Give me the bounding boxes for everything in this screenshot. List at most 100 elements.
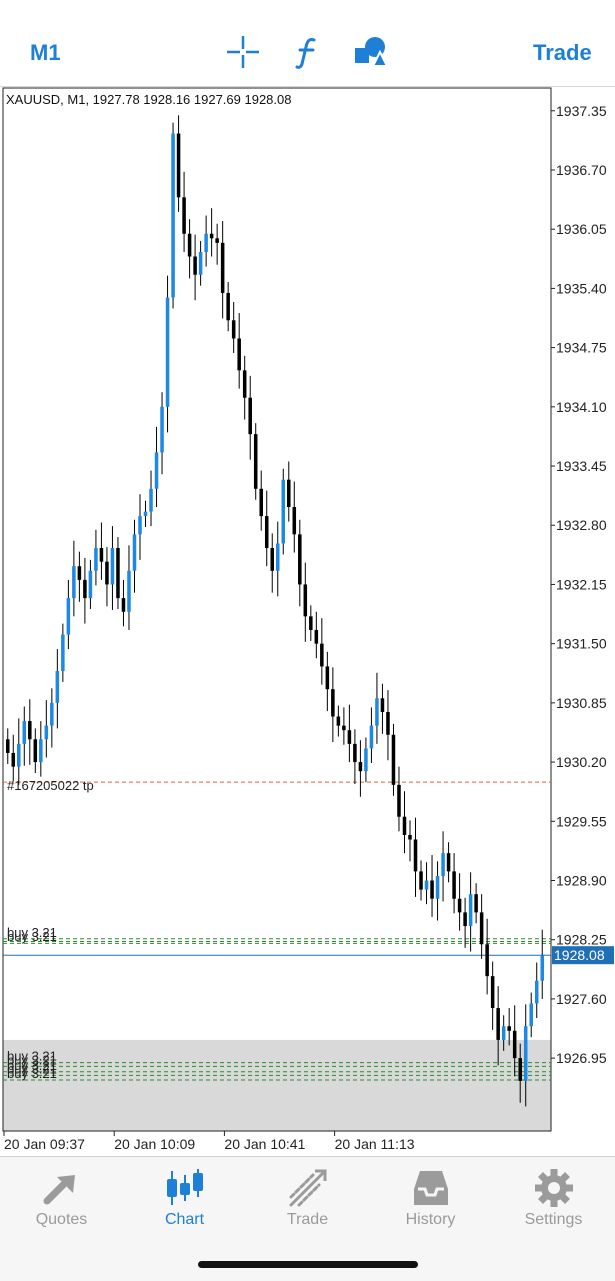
buy-label: buy 3.21	[7, 929, 57, 944]
candle	[468, 872, 473, 952]
candle-body	[485, 944, 489, 977]
candle	[364, 737, 368, 783]
crosshair-icon[interactable]	[225, 34, 261, 70]
candle	[303, 562, 308, 642]
candle	[61, 623, 65, 682]
candle	[143, 500, 148, 528]
home-indicator	[198, 1261, 418, 1268]
shaded-zone	[3, 1039, 551, 1131]
chart-area[interactable]: 1937.35 1936.70 1936.05 1935.40 1934.75 1934.…	[0, 86, 615, 1154]
candle-body	[154, 452, 159, 489]
candle	[380, 683, 385, 734]
candle-body	[336, 716, 341, 726]
candle	[226, 282, 230, 332]
candle	[534, 962, 539, 1019]
candle-body	[353, 743, 357, 763]
candle	[353, 729, 357, 784]
candle	[336, 705, 341, 737]
candle	[160, 392, 164, 475]
price-label: 1931.50	[556, 636, 607, 652]
candle	[292, 481, 297, 553]
candle	[275, 521, 280, 597]
candle-body	[77, 566, 82, 580]
candle	[237, 312, 241, 389]
price-label: 1934.10	[556, 399, 607, 415]
tab-quotes[interactable]: Quotes	[0, 1157, 123, 1247]
tab-label: Chart	[164, 1211, 205, 1228]
candle	[171, 122, 175, 309]
timeframe-button[interactable]: M1	[30, 40, 61, 65]
function-icon[interactable]	[290, 34, 326, 70]
price-label: 1930.20	[556, 754, 607, 770]
candle	[391, 723, 396, 796]
candlestick-chart[interactable]: 1937.35 1936.70 1936.05 1935.40 1934.75 1934.…	[0, 86, 615, 1154]
price-label: 1933.45	[556, 458, 607, 474]
candle-body	[512, 1030, 517, 1059]
candle-body	[231, 320, 236, 339]
candle	[50, 688, 54, 748]
candle-body	[204, 233, 208, 252]
candle-body	[397, 784, 401, 817]
candle	[105, 547, 109, 607]
candle-body	[270, 548, 275, 571]
candle-body	[198, 251, 203, 275]
candle	[28, 699, 32, 765]
candle	[253, 423, 258, 500]
candle-body	[44, 725, 49, 740]
candle-body	[66, 598, 71, 635]
candle-body	[364, 748, 368, 772]
objects-icon[interactable]	[353, 34, 389, 70]
candle	[369, 707, 374, 763]
buy-label: buy 3.21	[7, 1061, 57, 1076]
tab-trade[interactable]: Trade	[246, 1157, 369, 1247]
candle-body	[490, 976, 495, 1009]
candle	[386, 690, 390, 761]
candle-body	[419, 871, 423, 890]
price-label: 1937.35	[556, 103, 607, 119]
candle	[72, 540, 76, 617]
price-label: 1932.80	[556, 517, 607, 533]
price-label: 1927.60	[556, 991, 607, 1007]
candle-body	[452, 871, 456, 899]
candle-body	[501, 1026, 506, 1040]
candle	[298, 519, 302, 607]
candle	[132, 519, 137, 593]
candle	[446, 842, 451, 883]
candle-body	[507, 1026, 511, 1031]
candle-body	[28, 721, 32, 740]
candle-body	[264, 516, 269, 549]
candle-body	[55, 670, 60, 703]
candle-body	[292, 507, 297, 535]
candle-body	[413, 839, 418, 872]
price-label: 1928.90	[556, 872, 607, 888]
candle	[127, 545, 131, 630]
candle	[485, 918, 489, 995]
candle	[33, 728, 38, 774]
candle-body	[298, 534, 302, 585]
candle	[44, 700, 49, 758]
bottom-tab-bar: Quotes Chart Trade History	[0, 1156, 615, 1281]
tab-label: Quotes	[35, 1211, 88, 1228]
candle-body	[187, 233, 192, 257]
trade-button[interactable]: Trade	[533, 40, 592, 65]
candle	[39, 721, 43, 777]
candle-body	[138, 516, 142, 535]
candle	[77, 551, 82, 602]
tab-history[interactable]: History	[369, 1157, 492, 1247]
buy-label: buy 3.21	[7, 1066, 57, 1081]
candle	[182, 171, 186, 252]
tab-chart[interactable]: Chart	[123, 1157, 246, 1247]
candle-body	[430, 880, 434, 899]
candle-body	[523, 1026, 528, 1081]
candle	[121, 579, 126, 627]
candle	[242, 355, 247, 420]
candle	[204, 215, 208, 267]
candle-body	[127, 570, 131, 612]
candle	[209, 208, 214, 257]
candle-body	[143, 511, 148, 517]
candle-body	[342, 725, 346, 731]
candle-body	[33, 739, 38, 763]
candle	[397, 766, 401, 832]
time-label: 20 Jan 09:37	[4, 1136, 85, 1152]
tab-settings[interactable]: Settings	[492, 1157, 615, 1247]
